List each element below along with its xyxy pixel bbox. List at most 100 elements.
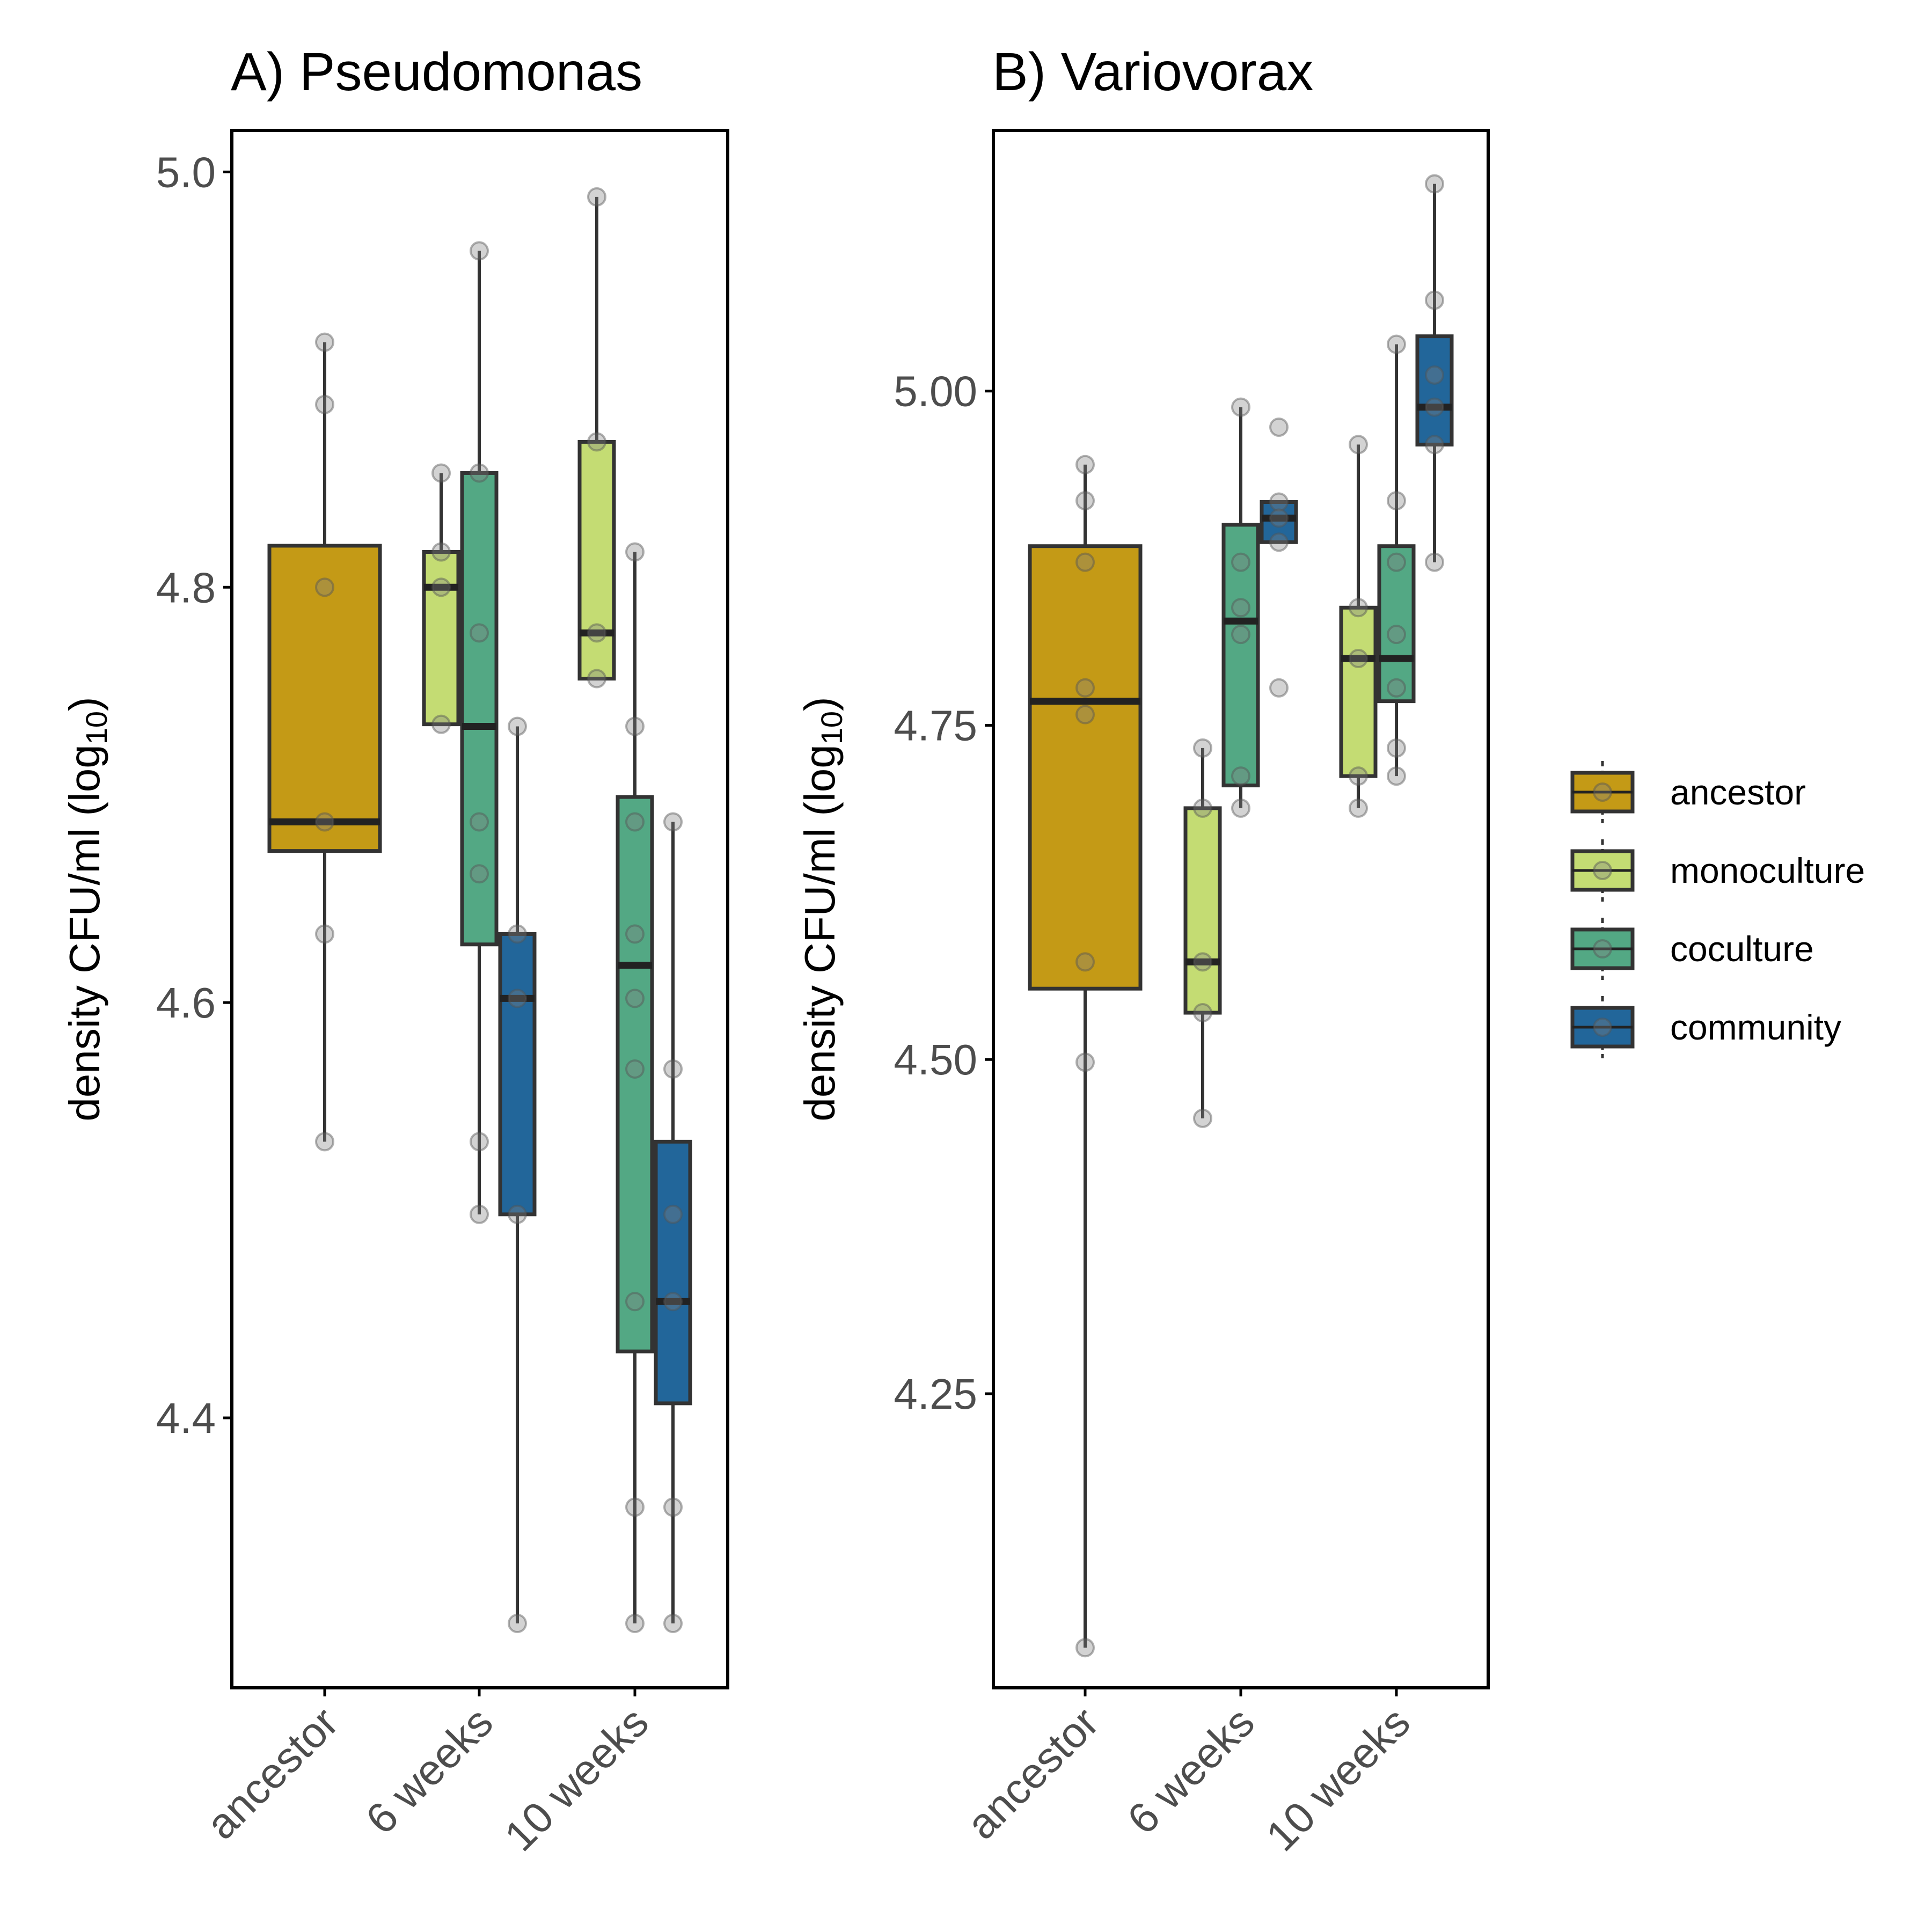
data-point [470,623,489,643]
data-point [1231,766,1250,786]
data-point [470,1132,489,1152]
box-body [460,471,499,947]
data-point [315,394,334,414]
legend-label: ancestor [1670,772,1806,812]
data-point [663,1292,683,1312]
y-tick-label: 4.25 [894,1370,977,1418]
data-point [1425,435,1444,455]
data-point [1075,491,1095,511]
data-point [431,463,451,483]
panel-frame [992,129,1490,1689]
y-axis-title-close: ) [61,697,108,711]
box-6-weeks-coculture [1221,397,1260,818]
data-point [1075,1052,1095,1072]
data-point [315,332,334,352]
data-point [625,1614,645,1634]
data-point [1193,1108,1212,1128]
legend-item-coculture: coculture [1570,918,1814,980]
legend-label: coculture [1670,929,1814,969]
box-body [654,1139,692,1406]
box-body [616,795,654,1353]
data-point [1387,738,1406,758]
data-point [1349,798,1368,818]
data-point [1349,598,1368,618]
y-axis-title: density CFU/ml (log10) [796,697,848,1121]
data-point [1425,552,1444,572]
data-point [1387,334,1406,354]
data-point [663,1497,683,1517]
box-body [1377,544,1416,704]
box-body [267,544,382,853]
box-6-weeks-community [1260,417,1298,698]
box-body [1260,500,1298,544]
box-body [1183,806,1222,1015]
data-point [431,714,451,734]
data-point [625,1497,645,1517]
data-point [663,1059,683,1079]
data-point [1193,798,1212,818]
box-6-weeks-community [498,716,537,1634]
y-axis-title-text: density CFU/ml (log [61,744,108,1121]
legend-key-point [1593,782,1612,802]
data-point [508,924,527,944]
data-point [1387,678,1406,698]
data-point [315,924,334,944]
data-point [431,577,451,597]
box-ancestor-ancestor [1028,455,1143,1658]
y-tick-label: 4.75 [894,701,977,749]
data-point [1387,766,1406,786]
data-point [1193,738,1212,758]
legend-key-point [1593,861,1612,880]
panel-title: A) Pseudomonas [231,42,642,102]
data-point [1269,417,1289,437]
data-point [625,716,645,736]
data-point [1269,508,1289,528]
data-point [1269,678,1289,698]
data-point [587,623,606,643]
data-point [508,1204,527,1224]
data-point [1075,552,1095,572]
data-point [470,812,489,832]
data-point [431,542,451,562]
legend-item-monoculture: monoculture [1570,839,1865,902]
box-ancestor-ancestor [267,332,382,1152]
y-tick-label: 4.8 [156,564,216,611]
box-10-weeks-coculture [1377,334,1416,786]
data-point [1425,290,1444,310]
data-point [1425,365,1444,385]
panel-variovorax: B) Variovorax density CFU/ml (log10) 4.25 4… [796,42,1490,1860]
legend-item-ancestor: ancestor [1570,761,1806,823]
data-point [1269,492,1289,512]
data-point [1387,552,1406,572]
x-tick-label: ancestor [197,1698,347,1848]
data-point [508,1614,527,1634]
data-point [625,542,645,562]
y-tick-label: 5.00 [894,368,977,415]
x-tick-label: 6 weeks [357,1698,502,1843]
data-point [587,187,606,207]
legend-label: monoculture [1670,851,1865,890]
x-tick-label: 10 weeks [495,1698,657,1860]
data-point [1387,625,1406,645]
panel-title: B) Variovorax [992,42,1313,102]
data-point [587,669,606,689]
x-tick-label: 10 weeks [1257,1698,1419,1860]
data-point [315,812,334,832]
box-body [422,550,460,727]
data-point [625,812,645,832]
data-point [587,432,606,452]
box-6-weeks-coculture [460,241,499,1224]
box-6-weeks-monoculture [1183,738,1222,1128]
data-point [1231,552,1250,572]
data-point [1075,705,1095,724]
y-axis-title-subscript: 10 [815,711,848,744]
box-10-weeks-monoculture [1339,435,1378,818]
data-point [1075,1638,1095,1658]
box-body [1221,523,1260,788]
y-axis-title: density CFU/ml (log10) [61,697,113,1121]
y-tick-label: 4.50 [894,1036,977,1084]
data-point [1193,1003,1212,1023]
data-point [663,1204,683,1224]
legend-item-community: community [1570,996,1841,1058]
